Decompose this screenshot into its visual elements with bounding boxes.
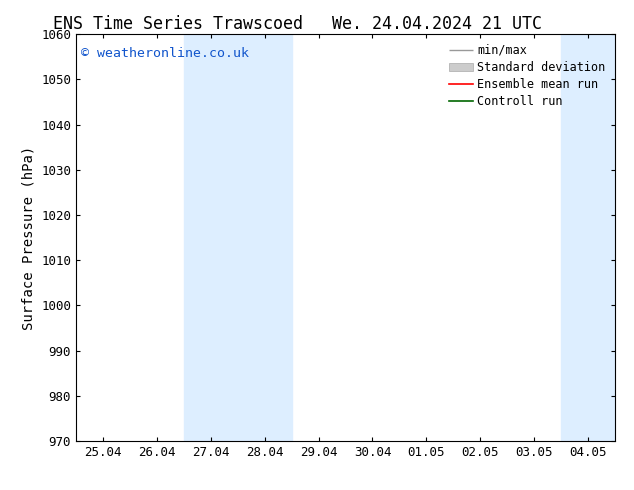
- Text: ENS Time Series Trawscoed: ENS Time Series Trawscoed: [53, 15, 302, 33]
- Legend: min/max, Standard deviation, Ensemble mean run, Controll run: min/max, Standard deviation, Ensemble me…: [446, 40, 609, 112]
- Text: We. 24.04.2024 21 UTC: We. 24.04.2024 21 UTC: [332, 15, 543, 33]
- Text: © weatheronline.co.uk: © weatheronline.co.uk: [81, 47, 249, 59]
- Bar: [184, 34, 292, 441]
- Y-axis label: Surface Pressure (hPa): Surface Pressure (hPa): [22, 146, 36, 330]
- Bar: [561, 34, 634, 441]
